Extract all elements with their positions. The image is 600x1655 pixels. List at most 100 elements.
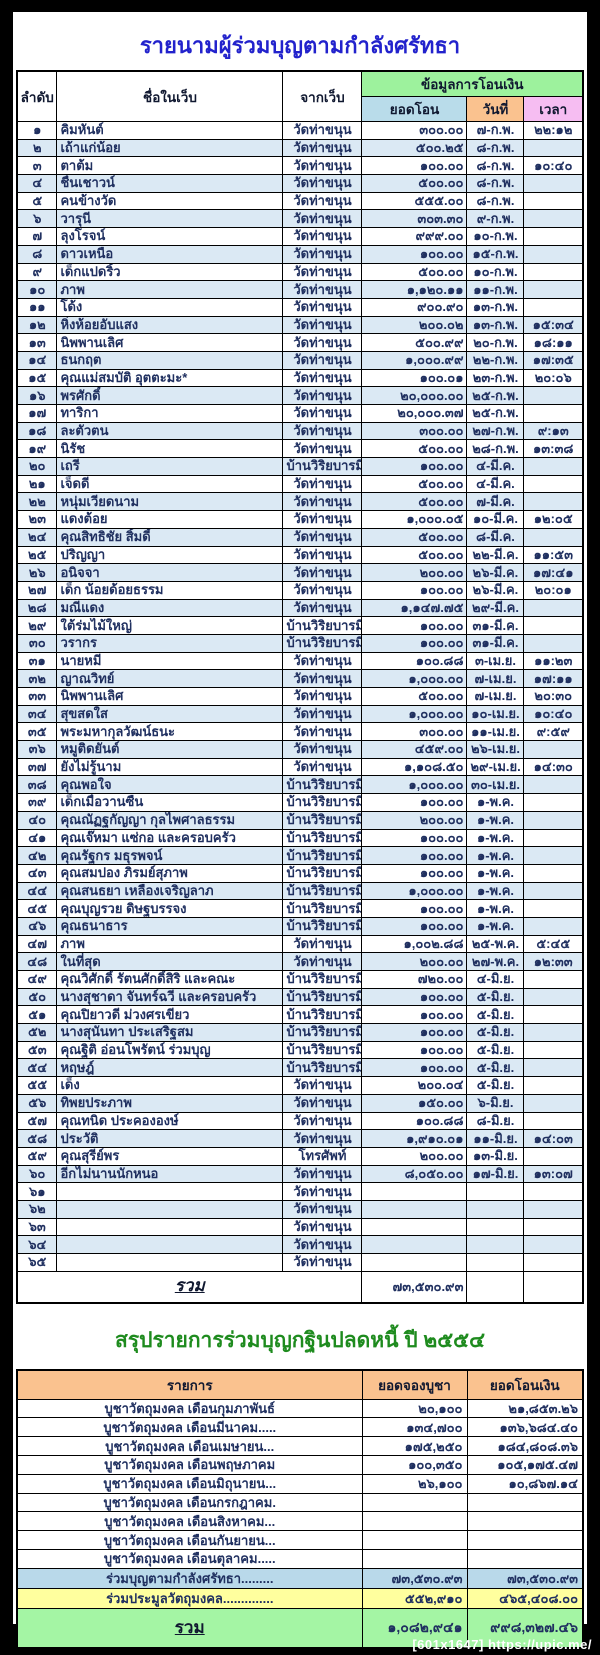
cell-date: ๒๗-ก.พ. [466, 421, 525, 441]
cell-web-name: คุณสิทธิชัย สิ้มดี้ [56, 527, 284, 547]
cell-transferred: ๑๐๕,๑๗๕.๔๗ [466, 1455, 584, 1475]
cell-time [523, 174, 584, 193]
cell-amount: ๑,๑๔๗.๗๕ [361, 598, 468, 618]
cell-time [523, 474, 584, 494]
cell-from-web: วัดท่าขนุน [282, 1199, 363, 1219]
cell-amount: ๑,๐๐๐.๙๙ [361, 350, 468, 370]
cell-from-web: วัดท่าขนุน [282, 1182, 363, 1201]
cell-date [466, 1217, 525, 1237]
cell-amount: ๑,๐๐๒.๘๘ [361, 934, 468, 954]
cell-web-name: สุขสดใส [56, 704, 284, 724]
table-row: ๔๓ คุณสมปอง ภิรมย์สุภาพ บ้านวิริยบารมี ๑… [16, 863, 584, 883]
cell-item: ร่วมประมูลวัตถุมงคล.............. [16, 1587, 363, 1609]
cell-index: ๑๑ [16, 297, 58, 317]
summary-row: บูชาวัตถุมงคล เดือนตุลาคม..... [16, 1549, 584, 1569]
summary-row: บูชาวัตถุมงคล เดือนพฤษภาคม ๑๐๐,๓๕๐ ๑๐๕,๑… [16, 1455, 584, 1475]
cell-time [523, 492, 584, 512]
summary-table: รายการ ยอดจองบูชา ยอดโอนเงิน บูชาวัตถุมง… [16, 1368, 584, 1649]
cell-time [523, 138, 584, 158]
cell-from-web: วัดท่าขนุน [282, 297, 363, 317]
summary-table-footer: รวม ๑,๐๘๒,๙๔๑ ๙๙๘,๓๒๗.๔๖ [16, 1607, 584, 1649]
cell-date: ๔-มี.ค. [466, 457, 525, 476]
cell-item: บูชาวัตถุมงคล เดือนกุมภาพันธ์ [16, 1398, 363, 1419]
cell-from-web: วัดท่าขนุน [282, 687, 363, 706]
table-row: ๖ วารุนี วัดท่าขนุน ๓๐๓.๓๐ ๙-ก.พ. [16, 209, 584, 229]
table-row: ๔๔ คุณสนธยา เหลืองเจริญลาภ บ้านวิริยบารม… [16, 881, 584, 901]
cell-amount: ๑๐๐.๐๐ [361, 1005, 468, 1025]
table-row: ๓๒ ญาณวิทย์ วัดท่าขนุน ๑,๐๐๐.๐๐ ๗-เม.ย. … [16, 669, 584, 688]
cell-date: ๗-เม.ย. [466, 687, 525, 706]
cell-time: ๑๐:๔๐ [523, 704, 584, 724]
cell-from-web: วัดท่าขนุน [282, 510, 363, 529]
cell-date: ๕-มิ.ย. [466, 1076, 525, 1095]
table-row: ๖๓ วัดท่าขนุน [16, 1217, 584, 1237]
cell-amount: ๕๐๐.๐๐ [361, 545, 468, 565]
cell-amount: ๑๐๐.๐๐ [361, 987, 468, 1007]
cell-web-name: โด้ง [56, 297, 284, 317]
cell-amount [361, 1235, 468, 1254]
cell-web-name: คุณบุญรวย ดิษฐบรรจง [56, 899, 284, 918]
cell-date: ๓๐-เม.ย. [466, 775, 525, 795]
cell-amount: ๑๐๐.๘๘ [361, 1111, 468, 1131]
cell-time [523, 1146, 584, 1166]
cell-time [523, 863, 584, 883]
cell-web-name: คิมหันต์ [56, 121, 284, 140]
table-row: ๔๘ ในที่สุด วัดท่าขนุน ๒๐๐.๐๐ ๒๗-พ.ค. ๑๒… [16, 952, 584, 971]
cell-from-web: วัดท่าขนุน [282, 421, 363, 441]
cell-time [523, 598, 584, 618]
cell-web-name: คุณณัฏฐกัญญา กุลไพศาลธรรม [56, 810, 284, 830]
cell-reserved [361, 1511, 468, 1532]
cell-from-web: วัดท่าขนุน [282, 598, 363, 618]
cell-index: ๒๔ [16, 527, 58, 547]
cell-from-web: วัดท่าขนุน [282, 934, 363, 954]
cell-date [466, 1199, 525, 1219]
cell-web-name: ยังไม่รู้นาม [56, 757, 284, 777]
cell-web-name: ดาวเหนือ [56, 244, 284, 264]
summary-table-header: รายการ ยอดจองบูชา ยอดโอนเงิน [16, 1369, 584, 1400]
table1-total-amount: ๗๓,๕๓๐.๙๓ [361, 1270, 468, 1304]
cell-date: ๘-ก.พ. [466, 138, 525, 158]
cell-from-web: วัดท่าขนุน [282, 757, 363, 777]
cell-index: ๖๓ [16, 1217, 58, 1237]
grand-total-row: รวม ๑,๐๘๒,๙๔๑ ๙๙๘,๓๒๗.๔๖ [16, 1607, 584, 1649]
cell-time [523, 1023, 584, 1042]
cell-from-web: บ้านวิริยบารมี [282, 775, 363, 795]
cell-amount: ๓๐๓.๓๐ [361, 209, 468, 229]
cell-web-name: อีกไม่นานนักหนอ [56, 1164, 284, 1184]
cell-index: ๖๕ [16, 1253, 58, 1272]
cell-web-name: ทาริกา [56, 404, 284, 423]
cell-index: ๒๗ [16, 580, 58, 600]
cell-from-web: วัดท่าขนุน [282, 580, 363, 600]
cell-time [523, 775, 584, 795]
cell-web-name: เด็กเมื่อวานซืน [56, 793, 284, 812]
table-row: ๓ ตาต้ม วัดท่าขนุน ๑๐๐.๐๐ ๘-ก.พ. ๑๐:๔๐ [16, 156, 584, 176]
cell-item: ร่วมบุญตามกำลังศรัทธา......... [16, 1567, 363, 1589]
cell-time [523, 633, 584, 653]
cell-from-web: วัดท่าขนุน [282, 527, 363, 547]
cell-time [523, 404, 584, 423]
cell-date: ๑๗-มิ.ย. [466, 1164, 525, 1184]
cell-time [523, 1058, 584, 1078]
header-from-web: จากเว็บ [282, 70, 363, 122]
cell-web-name: วรากร [56, 633, 284, 653]
cell-date: ๕-มิ.ย. [466, 1023, 525, 1042]
cell-web-name [56, 1217, 284, 1237]
cell-from-web: วัดท่าขนุน [282, 315, 363, 335]
cell-reserved [361, 1492, 468, 1513]
cell-reserved [361, 1549, 468, 1569]
cell-index: ๒๕ [16, 545, 58, 565]
cell-date: ๒๒-มี.ค. [466, 545, 525, 565]
cell-index: ๑๒ [16, 315, 58, 335]
cell-web-name: มณีแดง [56, 598, 284, 618]
cell-web-name [56, 1253, 284, 1272]
cell-from-web: บ้านวิริยบารมี [282, 828, 363, 848]
cell-web-name: คุณสนธยา เหลืองเจริญลาภ [56, 881, 284, 901]
table-row: ๑๘ ละตัวตน วัดท่าขนุน ๓๐๐.๐๐ ๒๗-ก.พ. ๙:๑… [16, 421, 584, 441]
cell-time [523, 1093, 584, 1113]
cell-from-web: บ้านวิริยบารมี [282, 810, 363, 830]
cell-index: ๒๓ [16, 510, 58, 529]
cell-date: ๘-ก.พ. [466, 156, 525, 176]
table-row: ๑๔ ธนกฤต วัดท่าขนุน ๑,๐๐๐.๙๙ ๒๒-ก.พ. ๑๗:… [16, 350, 584, 370]
cell-index: ๕๘ [16, 1129, 58, 1148]
table-row: ๕๐ นางสุชาดา จันทร์ฉวี และครอบครัว บ้านว… [16, 987, 584, 1007]
